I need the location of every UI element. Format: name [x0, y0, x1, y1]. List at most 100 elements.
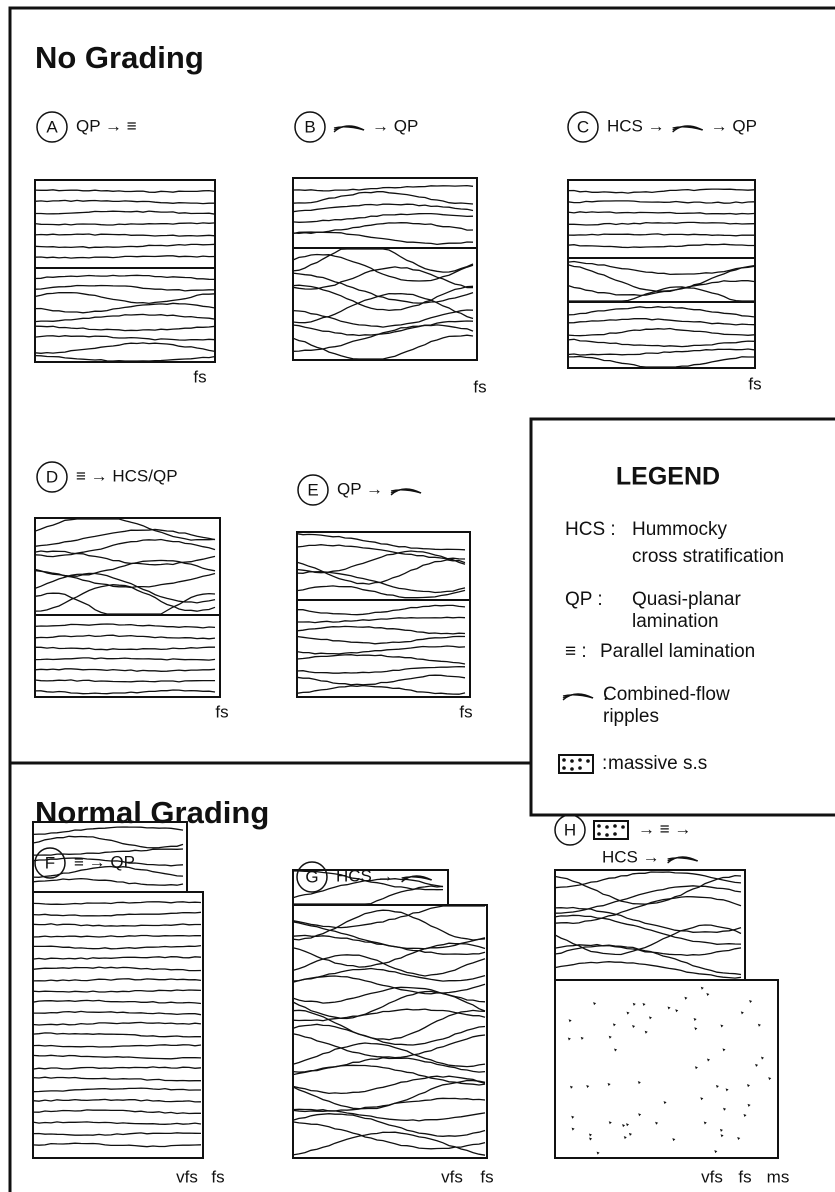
lamina: [293, 192, 473, 204]
lamina: [297, 636, 465, 643]
grain: [743, 1114, 746, 1117]
lamina: [35, 190, 215, 193]
laminae: [568, 180, 755, 258]
lamina: [33, 946, 201, 949]
grain: [741, 1011, 744, 1014]
grain: [726, 1088, 729, 1091]
lamina: [297, 675, 465, 685]
grain: [720, 1024, 723, 1027]
dot: [621, 825, 625, 829]
legend-text: lamination: [632, 611, 719, 632]
grain: [675, 1009, 678, 1012]
lamina: [33, 836, 183, 848]
bed-box: [293, 178, 477, 248]
dot: [613, 824, 617, 828]
lamina: [293, 294, 473, 323]
lamina: [35, 343, 215, 353]
laminae: [35, 518, 220, 615]
lamina: [35, 223, 215, 225]
lamina: [33, 912, 201, 916]
lamina: [33, 1055, 201, 1059]
lamina: [33, 902, 201, 905]
lamina: [293, 1009, 485, 1021]
grain: [613, 1023, 616, 1026]
laminae: [297, 532, 470, 600]
lamina: [35, 303, 215, 313]
lamina: [35, 244, 215, 248]
lamina: [293, 1043, 485, 1067]
lamina: [293, 335, 473, 359]
legend-symbol: :: [602, 753, 607, 774]
grain-label: vfs: [701, 1167, 723, 1186]
caption: → QP: [711, 116, 757, 135]
lamina: [33, 1067, 201, 1069]
lamina: [293, 969, 485, 982]
lamina: [35, 286, 215, 291]
laminae: [297, 600, 470, 697]
grain-label: vfs: [441, 1167, 463, 1186]
massive-box: [594, 821, 628, 839]
grain: [629, 1133, 632, 1136]
grain: [589, 1134, 592, 1137]
grain: [706, 993, 709, 996]
lamina: [35, 293, 215, 304]
lamina: [297, 655, 465, 664]
grain: [695, 1066, 698, 1069]
lamina: [35, 680, 215, 682]
lamina: [568, 234, 754, 236]
lamina: [33, 1000, 201, 1003]
grain: [714, 1150, 717, 1153]
lamina: [33, 979, 201, 981]
grain-label: fs: [738, 1167, 751, 1186]
lamina: [33, 1099, 201, 1102]
lamina: [293, 214, 473, 223]
legend-symbol: HCS :: [565, 519, 616, 540]
lamina: [33, 879, 183, 886]
grain-label: vfs: [176, 1167, 198, 1186]
panel-letter: C: [577, 117, 589, 136]
grain: [624, 1136, 627, 1139]
lamina: [35, 200, 215, 203]
grain: [586, 1085, 589, 1088]
lamina: [35, 624, 215, 628]
panel-letter: E: [307, 480, 318, 499]
legend-text: Combined-flow: [603, 684, 730, 705]
grain: [761, 1057, 764, 1060]
dot: [613, 832, 617, 836]
panel-letter: D: [46, 467, 58, 486]
lamina: [35, 336, 215, 340]
lamina: [568, 244, 754, 247]
lamina: [293, 1076, 485, 1093]
lamina: [293, 1122, 485, 1149]
lamina: [293, 204, 473, 212]
lamina: [293, 186, 473, 191]
caption: → ≡ →: [638, 819, 691, 838]
lamina: [568, 319, 754, 325]
grain: [572, 1128, 575, 1131]
bed-box: [297, 532, 470, 600]
grain: [701, 987, 704, 990]
dot: [605, 825, 609, 829]
panel-letter: A: [46, 117, 58, 136]
ripple-icon: [334, 126, 364, 132]
dot: [586, 759, 590, 763]
lamina: [33, 1045, 201, 1047]
lamina: [35, 647, 215, 650]
laminae: [293, 178, 477, 248]
laminae: [555, 980, 778, 1158]
grain: [614, 1048, 617, 1051]
lamina: [33, 1143, 201, 1147]
lamina: [33, 1077, 201, 1081]
laminae: [35, 180, 215, 268]
lamina: [293, 906, 485, 928]
lamina: [35, 275, 215, 279]
grain-label: ms: [767, 1167, 790, 1186]
bed-box: [35, 518, 220, 615]
caption: QP → ≡: [76, 116, 137, 135]
lamina: [555, 962, 741, 978]
lamina: [293, 325, 473, 351]
grain: [672, 1138, 675, 1141]
lamina: [297, 667, 465, 674]
grain: [720, 1129, 723, 1132]
grain: [668, 1007, 671, 1010]
